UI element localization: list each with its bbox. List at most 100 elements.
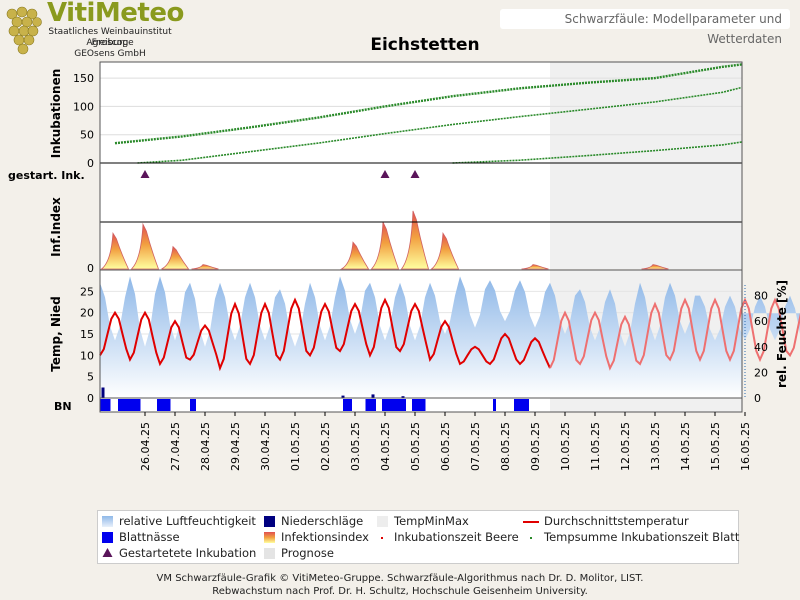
y-axis-label: BN bbox=[54, 400, 72, 413]
infection-index-area bbox=[130, 222, 160, 270]
temp-tick-label: 20 bbox=[80, 307, 94, 320]
x-tick-label: 14.05.25 bbox=[679, 422, 692, 471]
incubation-line bbox=[137, 86, 742, 164]
x-tick-label: 13.05.25 bbox=[649, 422, 662, 471]
y-axis-label: Temp, Nied bbox=[49, 296, 63, 371]
temperature-line-icon bbox=[523, 521, 539, 523]
temp-tick-label: 0 bbox=[87, 392, 94, 405]
temp-tick-label: 10 bbox=[80, 349, 94, 362]
infection-index-area bbox=[641, 264, 669, 270]
tempminmax-swatch-icon bbox=[377, 516, 388, 527]
x-tick-label: 12.05.25 bbox=[619, 422, 632, 471]
x-tick-label: 16.05.25 bbox=[739, 422, 752, 471]
berry-dot-icon bbox=[381, 537, 383, 539]
infection-swatch-icon bbox=[264, 532, 275, 543]
leaf-wetness-bar bbox=[412, 399, 426, 411]
y-axis-label: gestart. Ink. bbox=[8, 169, 85, 182]
x-tick-label: 29.04.25 bbox=[229, 422, 242, 471]
x-tick-label: 02.05.25 bbox=[319, 422, 332, 471]
incubation-line bbox=[114, 63, 742, 145]
precipitation-bar bbox=[101, 387, 105, 398]
incubation-line bbox=[452, 141, 742, 164]
x-tick-label: 09.05.25 bbox=[529, 422, 542, 471]
temp-tick-label: 5 bbox=[87, 371, 94, 384]
x-tick-label: 08.05.25 bbox=[499, 422, 512, 471]
y-axis-label: Inkubationen bbox=[49, 69, 63, 159]
legend: relative Luftfeuchtigkeit Niederschläge … bbox=[97, 510, 739, 564]
infection-index-area bbox=[161, 245, 190, 270]
triangle-marker-icon bbox=[102, 548, 113, 557]
leaf-wetness-bar bbox=[190, 399, 196, 411]
legend-humidity: relative Luftfeuchtigkeit bbox=[119, 514, 256, 528]
forecast-overlay bbox=[550, 398, 742, 412]
precipitation-bar bbox=[371, 394, 375, 398]
x-tick-label: 11.05.25 bbox=[589, 422, 602, 471]
leaf-wetness-bar bbox=[382, 399, 406, 411]
x-tick-label: 05.05.25 bbox=[409, 422, 422, 471]
humidity-area bbox=[100, 276, 800, 398]
ink-tick-label: 0 bbox=[87, 157, 94, 170]
infection-index-area bbox=[191, 264, 219, 270]
ink-tick-label: 50 bbox=[80, 129, 94, 142]
humidity-tick-label: 40 bbox=[754, 341, 768, 354]
legend-average-temperature: Durchschnittstemperatur bbox=[544, 514, 689, 528]
x-tick-label: 30.04.25 bbox=[259, 422, 272, 471]
infection-index-area bbox=[521, 264, 549, 270]
chart-border bbox=[99, 61, 743, 413]
chart-area: 0 50 100 150 0 0 5 10 15 20 25 0 20 40 60 80 Inkubatione… bbox=[8, 61, 800, 471]
x-tick-label: 26.04.25 bbox=[139, 422, 152, 471]
started-incubation-marker bbox=[380, 170, 390, 178]
legend-started-incubation: Gestartetete Inkubation bbox=[119, 546, 257, 560]
forecast-overlay bbox=[550, 165, 742, 185]
leaf-wetness-bar bbox=[493, 399, 496, 411]
leaf-wetness-bar bbox=[514, 399, 529, 411]
station-title: Eichstetten bbox=[370, 35, 480, 55]
infection-index-area bbox=[100, 232, 130, 270]
leaf-wetness-swatch-icon bbox=[102, 532, 113, 543]
infection-index-area bbox=[430, 232, 460, 270]
humidity-tick-label: 80 bbox=[754, 290, 768, 303]
temp-tick-label: 25 bbox=[80, 285, 94, 298]
y2-axis-label: rel. Feuchte [%] bbox=[775, 280, 789, 388]
chart-subtitle: Schwarzfäule: Modellparameter und Wetter… bbox=[500, 9, 790, 46]
humidity-swatch-icon bbox=[102, 516, 113, 527]
infection-index-area bbox=[339, 241, 370, 270]
ink-tick-label: 100 bbox=[73, 100, 94, 113]
x-tick-label: 01.05.25 bbox=[289, 422, 302, 471]
x-tick-label: 06.05.25 bbox=[439, 422, 452, 471]
y-axis-label: Inf.Index bbox=[49, 197, 63, 257]
legend-incubation-berry: Inkubationszeit Beere bbox=[394, 530, 519, 544]
started-incubation-marker bbox=[410, 170, 420, 178]
logo-line-agroscope: Agroscope bbox=[86, 38, 134, 48]
x-tick-label: 07.05.25 bbox=[469, 422, 482, 471]
precipitation-bar bbox=[341, 395, 345, 398]
forecast-overlay bbox=[550, 62, 742, 165]
precipitation-swatch-icon bbox=[264, 516, 275, 527]
legend-leaf-wetness: Blattnässe bbox=[119, 530, 180, 544]
ink-tick-label: 150 bbox=[73, 72, 94, 85]
leaf-wetness-bar bbox=[343, 399, 352, 411]
logo-line-institute: Staatliches Weinbauinstitut Freiburg bbox=[48, 27, 172, 48]
forecast-overlay bbox=[550, 185, 742, 269]
x-tick-label: 03.05.25 bbox=[349, 422, 362, 471]
logo-line-geosens: GEOsens GmbH bbox=[74, 49, 146, 59]
forecast-swatch-icon bbox=[264, 548, 275, 559]
inf-tick-label: 0 bbox=[87, 262, 94, 275]
temperature-line bbox=[99, 297, 551, 372]
leaf-dot-icon bbox=[530, 537, 532, 539]
x-tick-label: 15.05.25 bbox=[709, 422, 722, 471]
grape-logo-icon bbox=[6, 6, 42, 55]
x-tick-label: 10.05.25 bbox=[559, 422, 572, 471]
leaf-wetness-bar bbox=[365, 399, 376, 411]
legend-forecast: Prognose bbox=[281, 546, 334, 560]
leaf-wetness-bar bbox=[157, 399, 171, 411]
leaf-wetness-bar bbox=[100, 399, 111, 411]
started-incubation-marker bbox=[140, 170, 150, 178]
legend-infection-index: Infektionsindex bbox=[281, 530, 369, 544]
footer-credit-line-1: VM Schwarzfäule-Grafik © VitiMeteo-Grupp… bbox=[156, 573, 644, 584]
logo-title: VitiMeteo bbox=[47, 0, 184, 28]
humidity-tick-label: 0 bbox=[754, 392, 761, 405]
temp-tick-label: 15 bbox=[80, 328, 94, 341]
temperature-forecast-line bbox=[549, 297, 800, 371]
x-tick-label: 27.04.25 bbox=[169, 422, 182, 471]
